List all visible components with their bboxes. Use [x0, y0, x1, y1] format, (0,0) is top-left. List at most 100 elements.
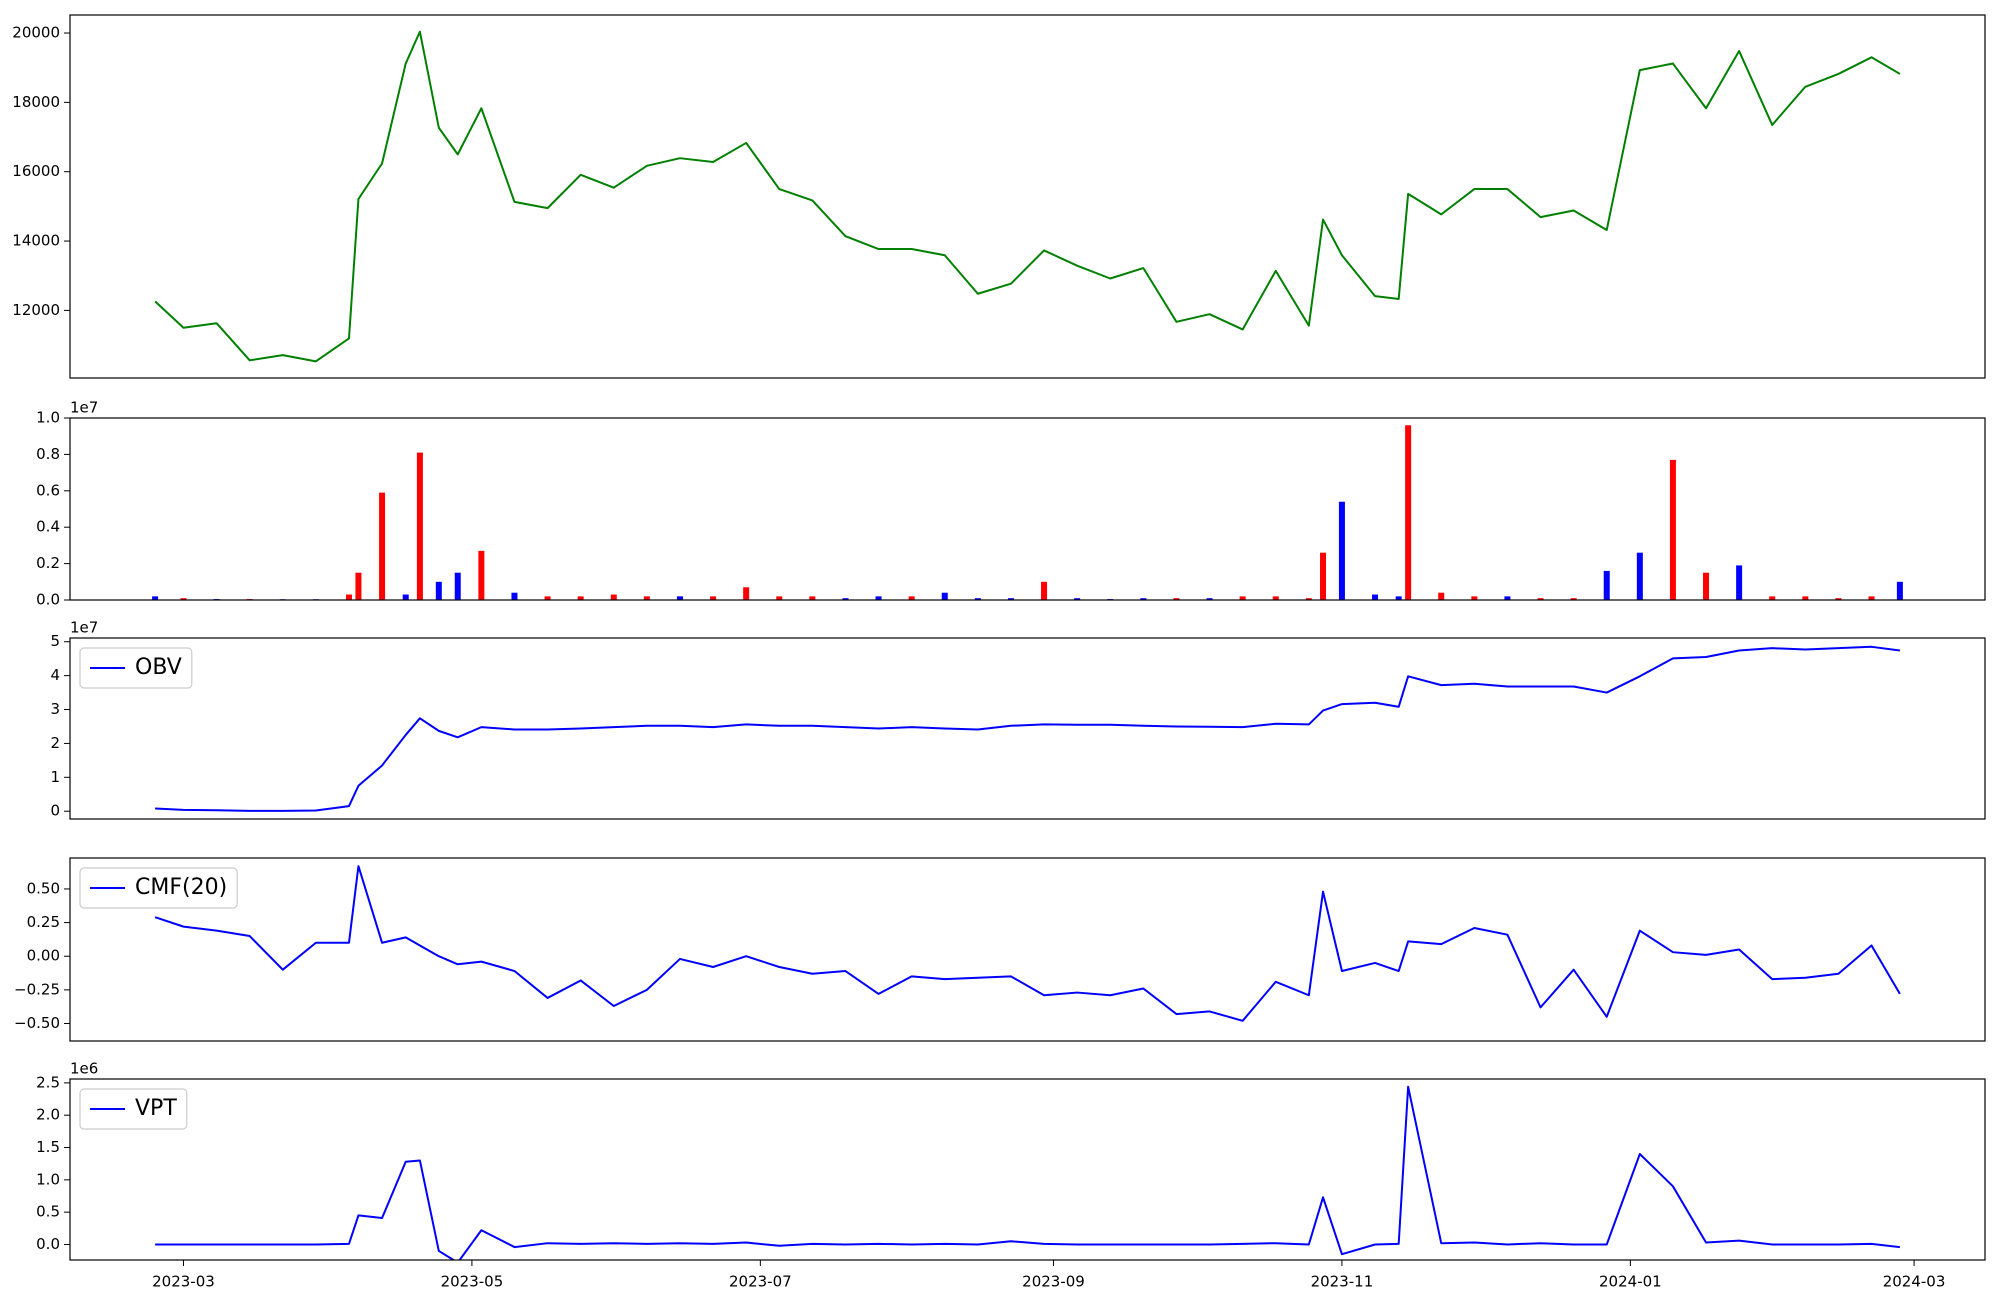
bar: [345, 594, 352, 600]
plot-frame: [69, 1078, 1986, 1261]
legend-box: [79, 647, 193, 689]
y-tick-label: 2.0: [36, 1106, 60, 1124]
data-line: [154, 865, 1901, 1022]
bar: [402, 594, 409, 600]
bar: [1802, 596, 1809, 600]
bar: [1896, 581, 1903, 600]
x-tick-label: 2023-11: [1311, 1273, 1374, 1291]
plot-frame: [69, 14, 1986, 379]
legend-label: OBV: [135, 655, 182, 680]
legend-box: [79, 867, 238, 909]
x-tick-label: 2024-01: [1599, 1273, 1662, 1291]
bar: [180, 598, 187, 600]
y-tick-label: 4: [50, 666, 60, 684]
bar: [1868, 596, 1875, 600]
y-tick-label: 18000: [12, 93, 60, 111]
y-tick-label: 1: [50, 768, 60, 786]
y-tick-label: 0.0: [36, 591, 60, 609]
axis-offset-label: 1e7: [70, 619, 98, 637]
axis-offset-label: 1e7: [70, 399, 98, 417]
bar: [1173, 598, 1180, 600]
y-tick-label: −0.25: [14, 980, 60, 998]
bar: [416, 452, 423, 600]
x-tick-label: 2023-09: [1022, 1273, 1085, 1291]
legend: VPT: [79, 1088, 188, 1130]
plot-area: [154, 30, 1901, 363]
y-tick-label: 0.25: [27, 913, 60, 931]
y-tick-label: 0.6: [36, 481, 60, 499]
bar: [152, 596, 159, 600]
legend: OBV: [79, 647, 193, 689]
bar: [1603, 570, 1610, 600]
y-tick-label: 3: [50, 700, 60, 718]
bar: [1206, 598, 1213, 600]
y-tick-label: 2: [50, 734, 60, 752]
y-tick-label: 0.0: [36, 1235, 60, 1253]
bar: [1041, 581, 1048, 600]
y-tick-label: 1.0: [36, 1170, 60, 1188]
plot-frame: [69, 857, 1986, 1042]
bar: [1471, 596, 1478, 600]
y-tick-label: 0.2: [36, 554, 60, 572]
bar: [577, 596, 584, 600]
bar: [1395, 596, 1402, 600]
bar: [1338, 501, 1345, 600]
bar: [1636, 552, 1643, 600]
y-tick-label: 0.50: [27, 879, 60, 897]
legend-box: [79, 1088, 188, 1130]
bar: [1570, 598, 1577, 600]
bar: [1703, 572, 1710, 600]
y-tick-label: 0.4: [36, 518, 60, 536]
y-tick-label: 0: [50, 802, 60, 820]
legend-label: VPT: [135, 1096, 177, 1121]
plot-area: [154, 865, 1901, 1022]
bar: [1272, 596, 1279, 600]
bar: [1372, 594, 1379, 600]
bar: [1835, 598, 1842, 600]
bar: [1405, 425, 1412, 600]
x-tick-label: 2023-07: [729, 1273, 792, 1291]
y-tick-label: 0.00: [27, 947, 60, 965]
y-tick-label: 12000: [12, 301, 60, 319]
plot-area: [155, 1085, 1901, 1260]
data-line: [154, 30, 1901, 363]
bar: [1769, 596, 1776, 600]
y-tick-label: 0.5: [36, 1203, 60, 1221]
bar: [1537, 598, 1544, 600]
bar: [710, 596, 717, 600]
bar: [809, 596, 816, 600]
bar: [908, 596, 915, 600]
bar: [1007, 598, 1014, 600]
bar: [1074, 598, 1081, 600]
bar: [435, 581, 442, 600]
bar: [1239, 596, 1246, 600]
y-tick-label: 14000: [12, 232, 60, 250]
data-line: [155, 1085, 1901, 1260]
y-tick-label: 0.8: [36, 445, 60, 463]
x-tick-label: 2023-03: [152, 1273, 215, 1291]
axis-offset-label: 1e6: [70, 1060, 98, 1078]
plot-frame: [69, 417, 1986, 601]
bar: [941, 592, 948, 600]
plot-frame: [69, 637, 1986, 820]
bar: [776, 596, 783, 600]
bar: [1736, 565, 1743, 600]
y-tick-label: 1.0: [36, 409, 60, 427]
plot-area: [152, 425, 1903, 600]
bar: [743, 587, 750, 600]
y-tick-label: −0.50: [14, 1014, 60, 1032]
bar: [1438, 592, 1445, 600]
bar: [974, 598, 981, 600]
bar: [1140, 598, 1147, 600]
bar: [544, 596, 551, 600]
bar: [1305, 598, 1312, 600]
bar: [355, 572, 362, 600]
bar: [511, 592, 518, 600]
bar: [454, 572, 461, 600]
plot-area: [155, 645, 1901, 812]
bar: [676, 596, 683, 600]
y-tick-label: 1.5: [36, 1138, 60, 1156]
bar: [478, 550, 485, 600]
x-tick-label: 2023-05: [441, 1273, 504, 1291]
